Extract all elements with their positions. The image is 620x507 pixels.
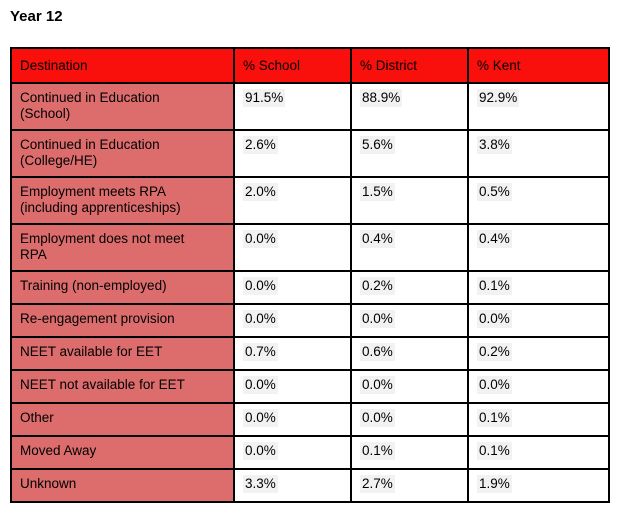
school-value: 2.0% [243,183,278,201]
destination-cell: Moved Away [10,435,235,470]
destination-cell: Re-engagement provision [10,303,235,338]
district-cell: 0.0% [350,303,469,338]
year12-destinations-table: Destination % School % District % Kent C… [10,47,610,503]
school-cell: 0.0% [233,270,352,305]
school-value: 0.0% [243,442,278,460]
table-row: Other 0.0% 0.0% 0.1% [10,402,610,437]
kent-value: 0.0% [477,310,512,328]
kent-value: 1.9% [477,475,512,493]
kent-value: 0.1% [477,277,512,295]
kent-cell: 0.1% [467,435,610,470]
table-row: Re-engagement provision 0.0% 0.0% 0.0% [10,303,610,338]
destination-cell: Training (non-employed) [10,270,235,305]
table-row: Employment meets RPA (including apprenti… [10,176,610,225]
district-cell: 5.6% [350,129,469,178]
kent-cell: 3.8% [467,129,610,178]
kent-cell: 0.0% [467,303,610,338]
kent-cell: 0.4% [467,223,610,272]
table-row: Continued in Education (College/HE) 2.6%… [10,129,610,178]
kent-cell: 0.1% [467,402,610,437]
kent-value: 0.4% [477,230,512,248]
school-value: 0.0% [243,310,278,328]
district-value: 88.9% [360,89,403,107]
school-value: 0.0% [243,277,278,295]
school-value: 0.0% [243,409,278,427]
district-value: 0.0% [360,409,395,427]
table-row: NEET not available for EET 0.0% 0.0% 0.0… [10,369,610,404]
district-value: 0.1% [360,442,395,460]
district-value: 0.6% [360,343,395,361]
school-cell: 0.0% [233,435,352,470]
header-district: % District [350,47,469,84]
destination-cell: Continued in Education (School) [10,82,235,131]
school-value: 0.0% [243,376,278,394]
kent-cell: 0.0% [467,369,610,404]
district-cell: 1.5% [350,176,469,225]
page-title: Year 12 [10,8,63,25]
district-value: 0.4% [360,230,395,248]
kent-value: 0.1% [477,409,512,427]
district-cell: 0.1% [350,435,469,470]
district-value: 5.6% [360,136,395,154]
school-cell: 2.6% [233,129,352,178]
school-value: 91.5% [243,89,286,107]
school-cell: 91.5% [233,82,352,131]
district-cell: 0.4% [350,223,469,272]
kent-value: 0.5% [477,183,512,201]
header-destination: Destination [10,47,235,84]
school-cell: 0.0% [233,402,352,437]
district-cell: 0.2% [350,270,469,305]
district-value: 1.5% [360,183,395,201]
destination-cell: Unknown [10,468,235,503]
destination-cell: Continued in Education (College/HE) [10,129,235,178]
district-cell: 0.0% [350,402,469,437]
district-cell: 88.9% [350,82,469,131]
kent-value: 0.2% [477,343,512,361]
kent-cell: 0.1% [467,270,610,305]
kent-cell: 0.5% [467,176,610,225]
school-cell: 2.0% [233,176,352,225]
table-row: NEET available for EET 0.7% 0.6% 0.2% [10,336,610,371]
school-value: 0.0% [243,230,278,248]
school-value: 3.3% [243,475,278,493]
destination-cell: Employment meets RPA (including apprenti… [10,176,235,225]
table-row: Continued in Education (School) 91.5% 88… [10,82,610,131]
school-cell: 0.7% [233,336,352,371]
header-kent: % Kent [467,47,610,84]
header-school: % School [233,47,352,84]
table-row: Training (non-employed) 0.0% 0.2% 0.1% [10,270,610,305]
district-value: 2.7% [360,475,395,493]
kent-cell: 92.9% [467,82,610,131]
kent-cell: 1.9% [467,468,610,503]
school-cell: 0.0% [233,223,352,272]
district-cell: 0.0% [350,369,469,404]
school-value: 2.6% [243,136,278,154]
kent-value: 3.8% [477,136,512,154]
table-row: Moved Away 0.0% 0.1% 0.1% [10,435,610,470]
district-cell: 0.6% [350,336,469,371]
district-value: 0.0% [360,310,395,328]
destination-cell: Other [10,402,235,437]
school-value: 0.7% [243,343,278,361]
kent-value: 0.0% [477,376,512,394]
kent-value: 0.1% [477,442,512,460]
table-header-row: Destination % School % District % Kent [10,47,610,84]
kent-value: 92.9% [477,89,520,107]
district-value: 0.2% [360,277,395,295]
district-value: 0.0% [360,376,395,394]
destination-cell: NEET available for EET [10,336,235,371]
destination-cell: NEET not available for EET [10,369,235,404]
kent-cell: 0.2% [467,336,610,371]
school-cell: 0.0% [233,369,352,404]
school-cell: 3.3% [233,468,352,503]
destination-cell: Employment does not meet RPA [10,223,235,272]
table-row: Unknown 3.3% 2.7% 1.9% [10,468,610,503]
table-row: Employment does not meet RPA 0.0% 0.4% 0… [10,223,610,272]
school-cell: 0.0% [233,303,352,338]
district-cell: 2.7% [350,468,469,503]
